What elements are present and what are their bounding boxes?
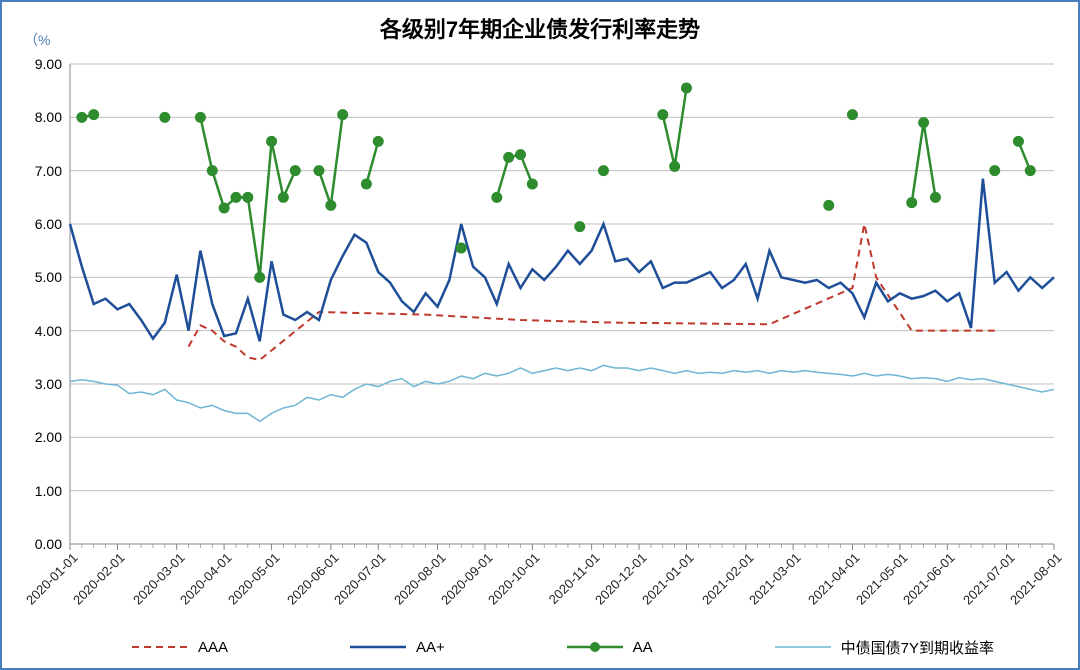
legend-label: AAA xyxy=(198,639,228,656)
y-tick-label: 7.00 xyxy=(35,163,62,179)
y-tick-label: 4.00 xyxy=(35,323,62,339)
legend-item-govt7y: 中债国债7Y到期收益率 xyxy=(773,637,994,658)
legend-label: AA+ xyxy=(416,639,445,656)
chart-container: 各级别7年期企业债发行利率走势 （% 0.001.002.003.004.005… xyxy=(0,0,1080,670)
plot-svg xyxy=(70,64,1054,544)
y-tick-label: 0.00 xyxy=(35,536,62,552)
y-tick-label: 9.00 xyxy=(35,56,62,72)
y-tick-label: 2.00 xyxy=(35,429,62,445)
y-tick-label: 8.00 xyxy=(35,109,62,125)
legend-label: AA xyxy=(633,639,653,656)
legend-item-aa: AA xyxy=(565,638,653,656)
legend-item-aa_plus: AA+ xyxy=(348,638,445,656)
legend-label: 中债国债7Y到期收益率 xyxy=(841,637,994,658)
y-tick-label: 3.00 xyxy=(35,376,62,392)
y-tick-label: 1.00 xyxy=(35,483,62,499)
y-tick-label: 6.00 xyxy=(35,216,62,232)
legend: AAA AA+ AA 中债国债7Y到期收益率 xyxy=(70,634,1054,660)
plot-area: 0.001.002.003.004.005.006.007.008.009.00… xyxy=(70,64,1054,544)
y-axis-unit: （% xyxy=(24,30,50,50)
legend-item-aaa: AAA xyxy=(130,638,228,656)
chart-title: 各级别7年期企业债发行利率走势 xyxy=(2,12,1078,44)
y-tick-label: 5.00 xyxy=(35,269,62,285)
